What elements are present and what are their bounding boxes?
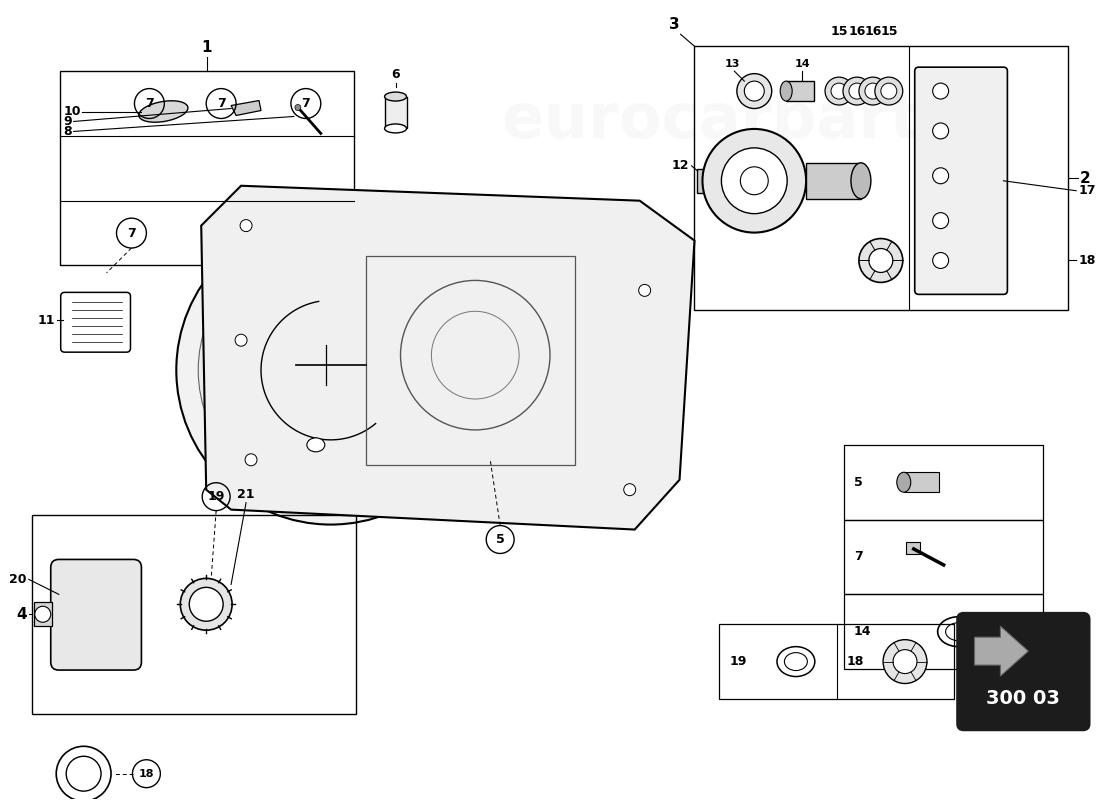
Text: 11: 11: [37, 314, 55, 326]
Text: 10: 10: [64, 105, 81, 118]
Bar: [385, 97, 407, 129]
Circle shape: [869, 249, 893, 273]
Text: 21: 21: [238, 488, 255, 501]
Circle shape: [933, 213, 948, 229]
Text: 19: 19: [208, 490, 224, 503]
Circle shape: [722, 148, 788, 214]
Text: 16: 16: [865, 26, 881, 38]
FancyBboxPatch shape: [51, 559, 142, 670]
Ellipse shape: [385, 124, 407, 133]
Polygon shape: [201, 186, 694, 530]
Circle shape: [933, 168, 948, 184]
Circle shape: [240, 220, 252, 231]
Text: 18: 18: [1078, 254, 1096, 267]
Text: 2: 2: [1080, 170, 1091, 186]
Circle shape: [624, 484, 636, 496]
Text: 20: 20: [9, 573, 26, 586]
Bar: [806, 163, 861, 198]
Text: 3: 3: [669, 18, 680, 32]
Text: 12: 12: [672, 159, 690, 172]
Text: 14: 14: [854, 625, 871, 638]
Circle shape: [933, 253, 948, 269]
Circle shape: [295, 105, 301, 110]
Text: 5: 5: [854, 476, 862, 489]
Circle shape: [933, 123, 948, 139]
FancyBboxPatch shape: [915, 67, 1008, 294]
Text: 300 03: 300 03: [987, 690, 1060, 709]
Text: 7: 7: [145, 97, 154, 110]
Circle shape: [893, 650, 917, 674]
Text: 15: 15: [880, 26, 898, 38]
Text: 6: 6: [392, 68, 400, 81]
Text: 15: 15: [830, 26, 848, 38]
Ellipse shape: [843, 77, 871, 105]
Ellipse shape: [745, 81, 764, 101]
Circle shape: [883, 640, 927, 683]
Ellipse shape: [180, 578, 232, 630]
Circle shape: [198, 238, 463, 502]
Text: a passion for parts since 1987: a passion for parts since 1987: [387, 386, 673, 494]
Circle shape: [639, 285, 650, 296]
Text: eurocarparts: eurocarparts: [502, 91, 957, 151]
Bar: [905, 542, 920, 554]
Ellipse shape: [865, 83, 881, 99]
Polygon shape: [231, 101, 261, 115]
Text: 9: 9: [64, 115, 73, 128]
Ellipse shape: [139, 101, 188, 122]
Text: 7: 7: [128, 226, 135, 239]
Ellipse shape: [849, 83, 865, 99]
Bar: [844, 445, 1043, 519]
Bar: [844, 519, 1043, 594]
FancyBboxPatch shape: [60, 292, 131, 352]
Ellipse shape: [307, 438, 324, 452]
FancyBboxPatch shape: [958, 614, 1089, 730]
Text: 7: 7: [301, 97, 310, 110]
Bar: [786, 81, 814, 101]
Text: 13: 13: [725, 59, 740, 69]
Text: 14: 14: [794, 59, 810, 69]
Text: 4: 4: [16, 606, 26, 622]
Circle shape: [859, 238, 903, 282]
Bar: [59, 71, 354, 266]
Circle shape: [176, 216, 485, 525]
Text: 7: 7: [217, 97, 226, 110]
Ellipse shape: [780, 81, 792, 101]
Circle shape: [933, 83, 948, 99]
Text: 8: 8: [64, 125, 73, 138]
Ellipse shape: [881, 83, 896, 99]
Text: 1: 1: [201, 40, 212, 55]
Text: 16: 16: [848, 26, 866, 38]
Text: 18: 18: [847, 655, 864, 668]
Text: 17: 17: [1078, 184, 1096, 198]
Text: 5: 5: [496, 533, 505, 546]
Ellipse shape: [859, 77, 887, 105]
Circle shape: [35, 606, 51, 622]
Bar: [844, 594, 1043, 669]
Bar: [365, 255, 575, 465]
Ellipse shape: [189, 587, 223, 622]
Bar: [697, 169, 767, 193]
Bar: [904, 472, 938, 492]
Ellipse shape: [830, 83, 847, 99]
Text: 7: 7: [854, 550, 862, 563]
Text: 18: 18: [139, 769, 154, 778]
Ellipse shape: [896, 472, 911, 492]
Ellipse shape: [737, 74, 772, 109]
Circle shape: [703, 129, 806, 233]
Text: 19: 19: [729, 655, 747, 668]
Ellipse shape: [825, 77, 852, 105]
Ellipse shape: [385, 92, 407, 101]
Bar: [694, 46, 1068, 310]
Bar: [32, 514, 355, 714]
Circle shape: [235, 334, 248, 346]
Circle shape: [236, 275, 426, 465]
Polygon shape: [975, 626, 1028, 676]
Ellipse shape: [874, 77, 903, 105]
Circle shape: [245, 454, 257, 466]
Bar: [719, 624, 954, 699]
Bar: [34, 602, 52, 626]
Ellipse shape: [851, 163, 871, 198]
